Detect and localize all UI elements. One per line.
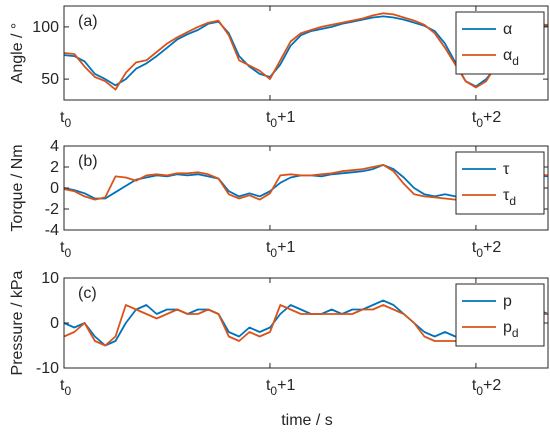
y-axis-label: Torque / Nm	[9, 144, 26, 231]
y-axis-label: Pressure / kPa	[9, 270, 26, 375]
y-tick-label: 2	[50, 159, 59, 176]
y-tick-label: -10	[36, 360, 59, 377]
legend: p pd	[455, 283, 545, 347]
x-tick-label: t0+1	[266, 109, 295, 130]
series-lines	[64, 12, 548, 91]
panel-label: (a)	[78, 13, 98, 30]
legend-box	[455, 151, 545, 215]
x-axis-label: time / s	[281, 412, 333, 429]
y-tick-label: 0	[50, 315, 59, 332]
x-tick-label: t0	[60, 239, 71, 260]
x-tick-label: t0+2	[472, 239, 501, 260]
panel-label: (c)	[78, 285, 97, 302]
legend-entry: αd	[503, 47, 519, 68]
y-axis-label: Angle / °	[9, 23, 26, 84]
legend-box	[455, 283, 545, 347]
x-tick-label: t0+1	[266, 239, 295, 260]
y-tick-label: 50	[41, 71, 59, 88]
x-tick-label: t0+1	[266, 377, 295, 398]
panel-1: 50 100 t0 t0+1 t0+2 Angle / ° (a) α αd	[9, 5, 549, 130]
panel-3: -10 0 10 t0 t0+1 t0+2 Pressure / kPa (c) p pd	[9, 270, 549, 398]
legend-entry: α	[503, 21, 512, 38]
x-tick-label: t0	[60, 377, 71, 398]
series-line-α-d	[64, 12, 548, 91]
y-tick-label: 10	[41, 270, 59, 287]
legend-entry: τd	[503, 187, 516, 208]
legend: α αd	[455, 11, 545, 75]
legend-entry: p	[503, 293, 512, 310]
y-tick-label: 0	[50, 180, 59, 197]
legend: τ τd	[455, 151, 545, 215]
legend-entry: pd	[503, 319, 519, 340]
x-tick-label: t0+2	[472, 377, 501, 398]
x-tick-label: t0	[60, 109, 71, 130]
axes-box	[63, 5, 549, 101]
y-tick-label: -4	[45, 222, 59, 239]
y-tick-label: -2	[45, 201, 59, 218]
y-tick-label: 4	[50, 138, 59, 155]
x-tick-label: t0+2	[472, 109, 501, 130]
panel-label: (b)	[78, 153, 98, 170]
legend-box	[455, 11, 545, 75]
y-tick-label: 100	[32, 19, 59, 36]
legend-entry: τ	[503, 161, 510, 178]
panel-2: -4 -2 0 2 4 t0 t0+1 t0+2 Torque / Nm (b) τ τd	[9, 138, 549, 260]
